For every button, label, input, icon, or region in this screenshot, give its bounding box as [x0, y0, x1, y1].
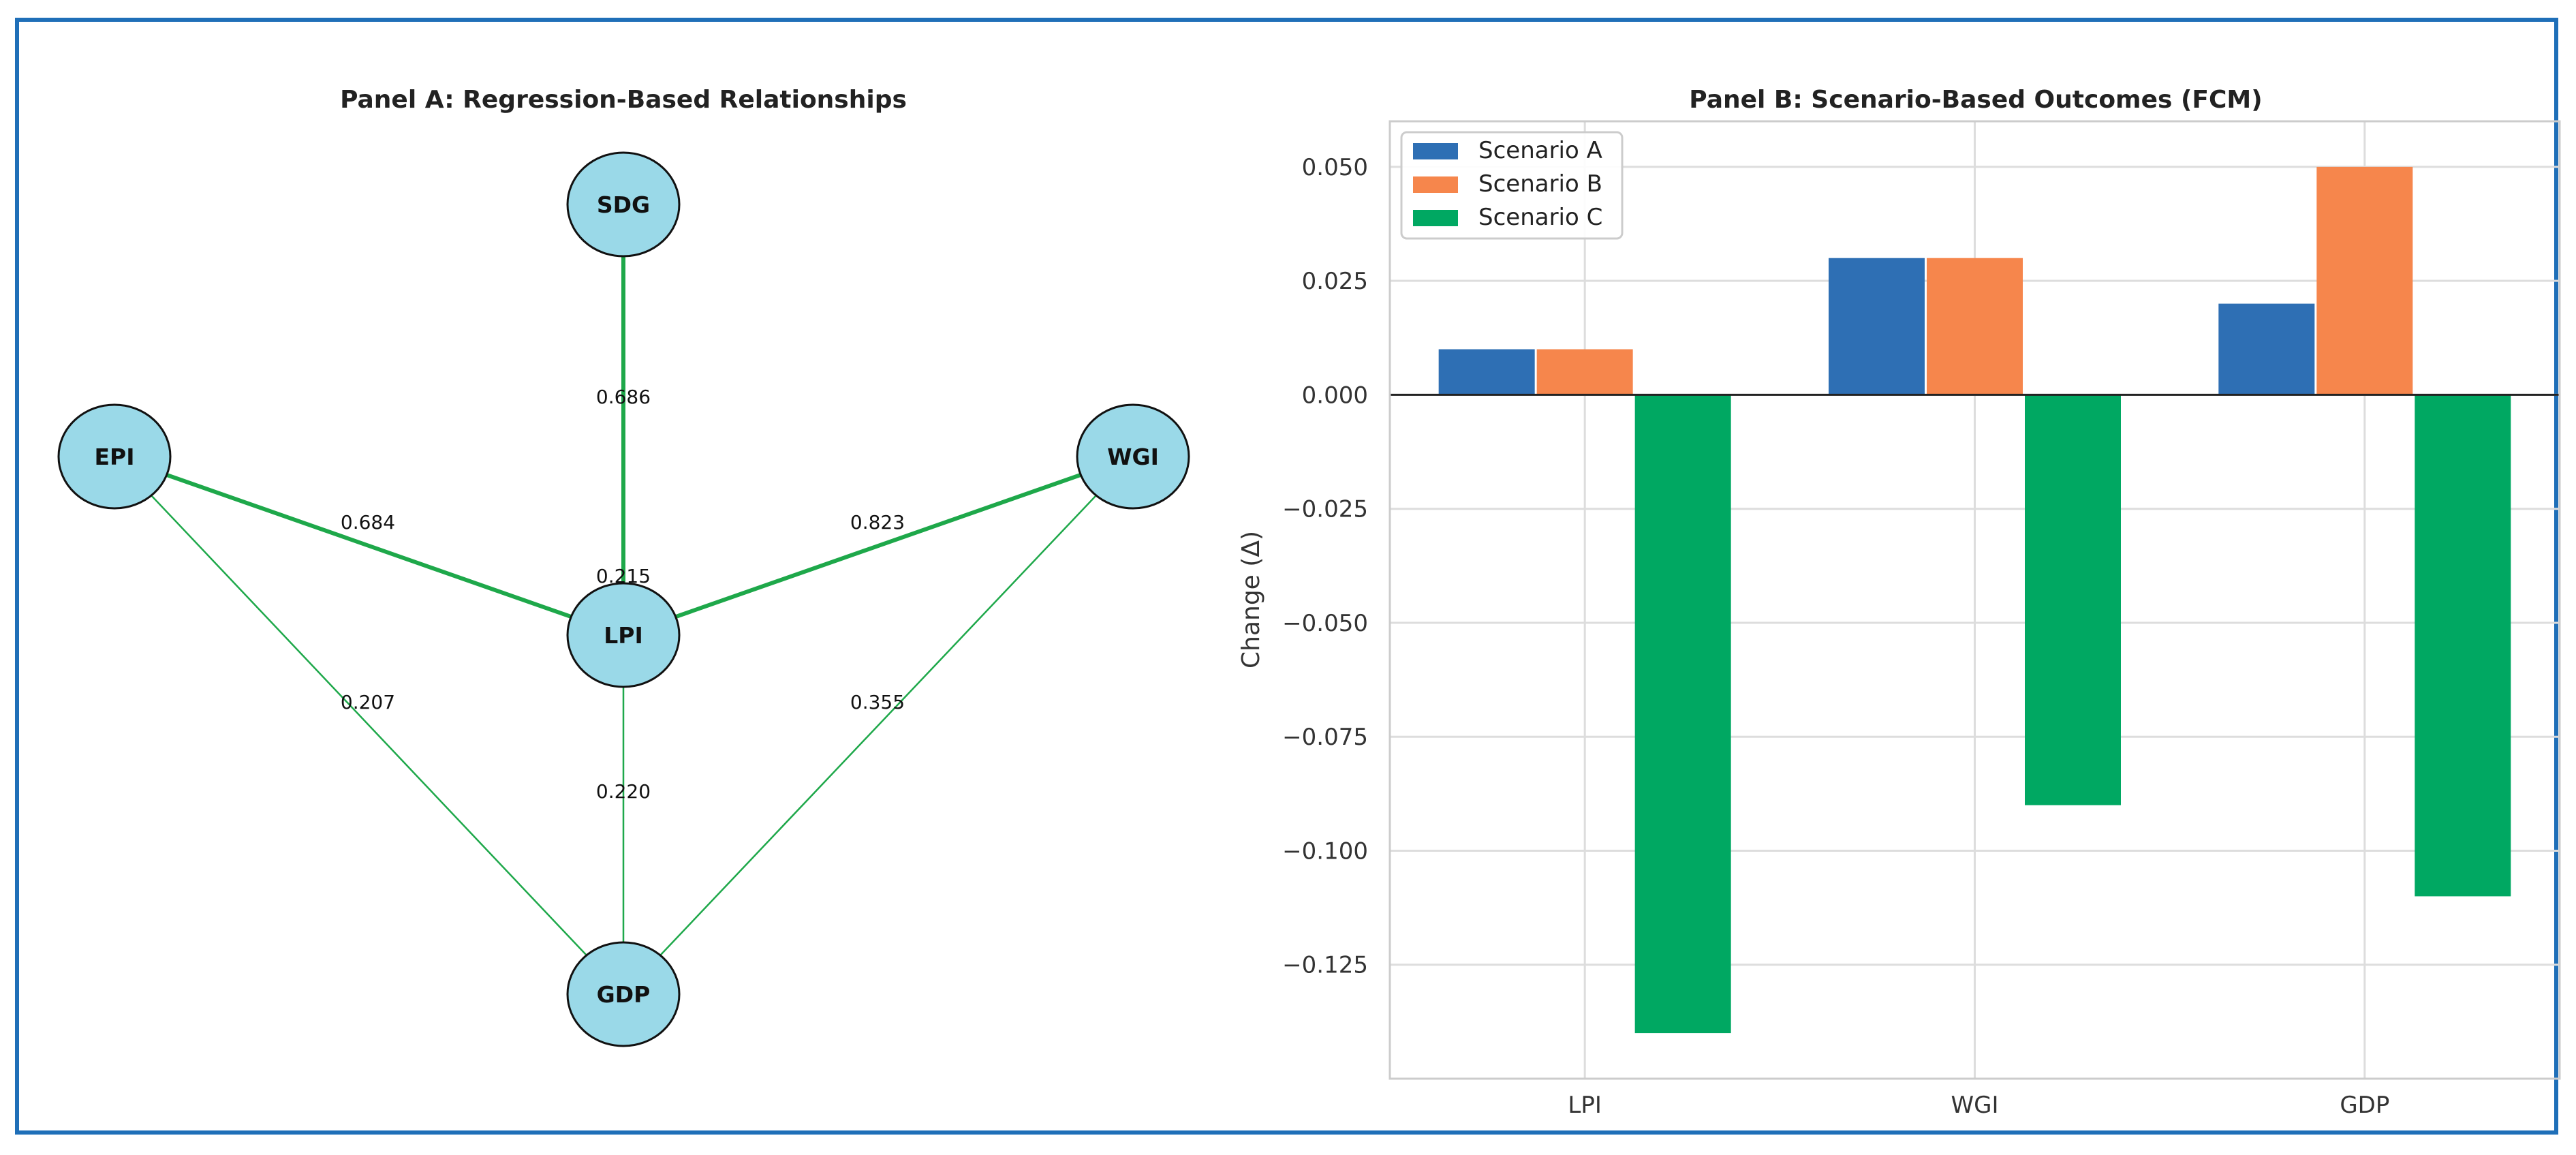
- legend-label: Scenario B: [1478, 170, 1602, 198]
- edge-label-wgi-lpi: 0.823: [850, 511, 905, 534]
- bar-scenario-c-gdp: [2415, 395, 2511, 897]
- node-lpi: LPI: [566, 582, 681, 688]
- y-tick-label: −0.125: [1282, 952, 1368, 979]
- edge-wgi-gdp: [623, 456, 1134, 995]
- node-label-sdg: SDG: [597, 191, 650, 218]
- bar-scenario-c-lpi: [1634, 395, 1731, 1034]
- legend-swatch: [1413, 176, 1458, 193]
- node-gdp: GDP: [566, 941, 681, 1047]
- figure-frame: [15, 18, 2558, 1135]
- node-label-epi: EPI: [94, 444, 134, 470]
- legend-swatch: [1413, 143, 1458, 159]
- bar-scenario-b-gdp: [2316, 166, 2413, 395]
- y-tick-label: 0.000: [1302, 382, 1368, 409]
- node-circle-wgi: [1076, 403, 1190, 510]
- y-tick-label: −0.025: [1282, 496, 1368, 523]
- node-sdg: SDG: [566, 151, 681, 258]
- bar-scenario-b-lpi: [1536, 349, 1633, 395]
- bar-scenario-b-wgi: [1927, 258, 2023, 395]
- chart-x-ticks: LPI WGI GDP: [1568, 1092, 2389, 1119]
- panel-a-title: Panel A: Regression-Based Relationships: [340, 86, 907, 114]
- legend-item-scenario-a: Scenario A: [1413, 137, 1602, 164]
- edge-label-epi-gdp: 0.207: [341, 691, 395, 713]
- node-label-gdp: GDP: [597, 981, 651, 1008]
- node-circle-epi: [57, 403, 172, 510]
- chart-y-ticks: 0.050 0.025 0.000 −0.025 −0.050 −0.075 −0.100 −…: [1282, 154, 1368, 979]
- legend-item-scenario-b: Scenario B: [1413, 170, 1602, 198]
- panel-b-bar-chart: Panel B: Scenario-Based Outcomes (FCM) 0…: [1237, 86, 2561, 1119]
- node-label-wgi: WGI: [1107, 444, 1159, 470]
- edge-label-lpi-gdp: 0.220: [596, 780, 651, 803]
- node-label-lpi: LPI: [604, 622, 643, 649]
- legend-label: Scenario A: [1478, 137, 1602, 164]
- node-circle-gdp: [566, 941, 681, 1047]
- bar-scenario-a-wgi: [1829, 258, 1925, 395]
- y-tick-label: −0.100: [1282, 837, 1368, 865]
- y-tick-label: −0.050: [1282, 610, 1368, 637]
- node-circle-sdg: [566, 151, 681, 258]
- y-tick-label: 0.050: [1302, 154, 1368, 181]
- node-circle-lpi: [566, 582, 681, 688]
- x-tick-label-wgi: WGI: [1951, 1092, 1999, 1119]
- x-tick-label-lpi: LPI: [1568, 1092, 1601, 1119]
- chart-bars: [1438, 166, 2511, 1034]
- network-edges: [114, 204, 1134, 995]
- panel-a-network: Panel A: Regression-Based Relationships …: [57, 86, 1190, 1047]
- chart-legend: Scenario A Scenario B Scenario C: [1400, 131, 1624, 240]
- legend-label: Scenario C: [1478, 204, 1602, 231]
- edge-wgi-lpi: [623, 455, 1134, 637]
- edge-label-sdg-lpi: 0.686: [596, 386, 651, 408]
- network-nodes: SDG EPI WGI LPI GDP: [57, 151, 1190, 1047]
- panel-b-title: Panel B: Scenario-Based Outcomes (FCM): [1689, 86, 2262, 114]
- bar-scenario-a-gdp: [2218, 303, 2315, 395]
- y-tick-label: 0.025: [1302, 268, 1368, 295]
- bar-scenario-a-lpi: [1438, 349, 1535, 395]
- edge-epi-gdp: [114, 456, 624, 995]
- legend-item-scenario-c: Scenario C: [1413, 204, 1602, 231]
- chart-y-axis-label: Change (Δ): [1237, 531, 1265, 668]
- x-tick-label-gdp: GDP: [2340, 1092, 2389, 1119]
- edge-label-epi-lpi: 0.684: [341, 511, 395, 534]
- y-tick-label: −0.075: [1282, 724, 1368, 751]
- edge-epi-lpi: [114, 455, 624, 637]
- edge-label-wgi-gdp: 0.355: [850, 691, 905, 713]
- chart-plot-frame: [1388, 120, 2561, 1080]
- node-epi: EPI: [57, 403, 172, 510]
- node-wgi: WGI: [1076, 403, 1190, 510]
- bar-scenario-c-wgi: [2025, 395, 2121, 805]
- legend-swatch: [1413, 210, 1458, 226]
